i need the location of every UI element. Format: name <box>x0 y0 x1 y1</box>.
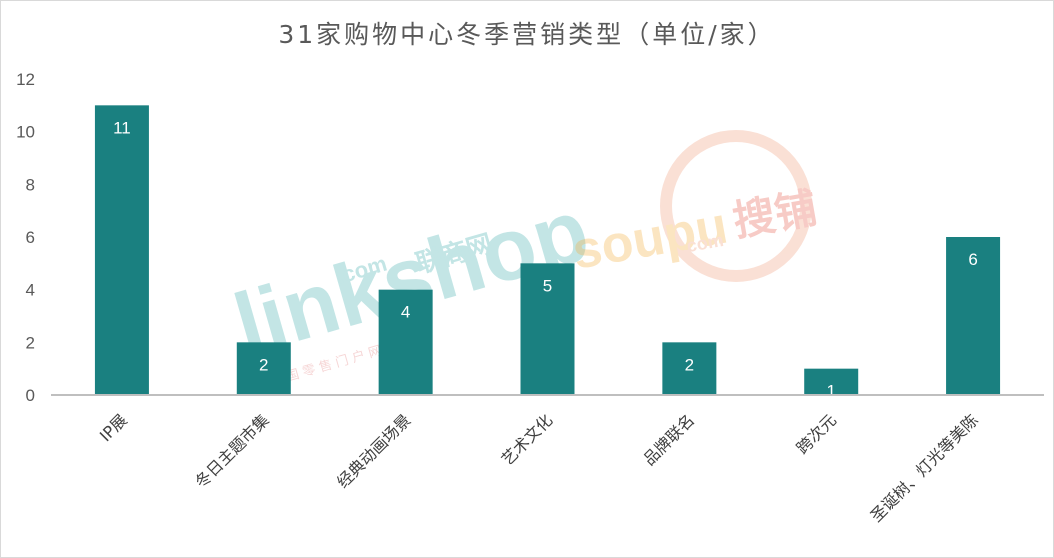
bar-series: 11 2 4 5 2 1 6 <box>94 105 1001 401</box>
bar <box>804 368 859 395</box>
data-label: 5 <box>543 276 552 295</box>
data-label: 6 <box>968 250 977 269</box>
bar <box>94 105 149 395</box>
chart-title: 31家购物中心冬季营销类型（单位/家） <box>278 20 776 49</box>
data-label: 11 <box>113 118 131 137</box>
x-tick-label: 跨次元 <box>793 410 840 457</box>
y-tick-label: 2 <box>26 333 35 352</box>
x-tick-label: 圣诞树、灯光等美陈 <box>867 410 982 525</box>
x-tick-label: 经典动画场景 <box>333 410 414 491</box>
bar <box>378 289 433 395</box>
y-tick-label: 8 <box>26 175 35 194</box>
bar <box>662 342 717 395</box>
data-label: 2 <box>685 355 694 374</box>
y-tick-label: 6 <box>26 228 35 247</box>
x-tick-label: IP展 <box>96 410 131 445</box>
bar <box>946 237 1001 395</box>
x-tick-label: 品牌联名 <box>639 410 698 469</box>
data-label: 2 <box>259 355 268 374</box>
y-axis: 0 2 4 6 8 10 12 <box>16 70 35 405</box>
bar <box>236 342 291 395</box>
soupu-watermark-cn: 搜铺 <box>729 184 820 245</box>
x-tick-label: 艺术文化 <box>498 410 557 469</box>
soupu-watermark: soupu .com 搜铺 <box>568 130 820 282</box>
soupu-watermark-ring <box>660 130 812 282</box>
y-tick-label: 12 <box>16 70 35 89</box>
x-tick-label: 冬日主题市集 <box>191 410 272 491</box>
y-tick-label: 10 <box>16 123 35 142</box>
data-label: 1 <box>826 382 835 401</box>
bar <box>520 263 575 395</box>
y-tick-label: 4 <box>26 281 35 300</box>
data-label: 4 <box>401 303 410 322</box>
y-tick-label: 0 <box>26 386 35 405</box>
x-axis: IP展 冬日主题市集 经典动画场景 艺术文化 品牌联名 跨次元 圣诞树、灯光等美陈 <box>96 410 982 525</box>
